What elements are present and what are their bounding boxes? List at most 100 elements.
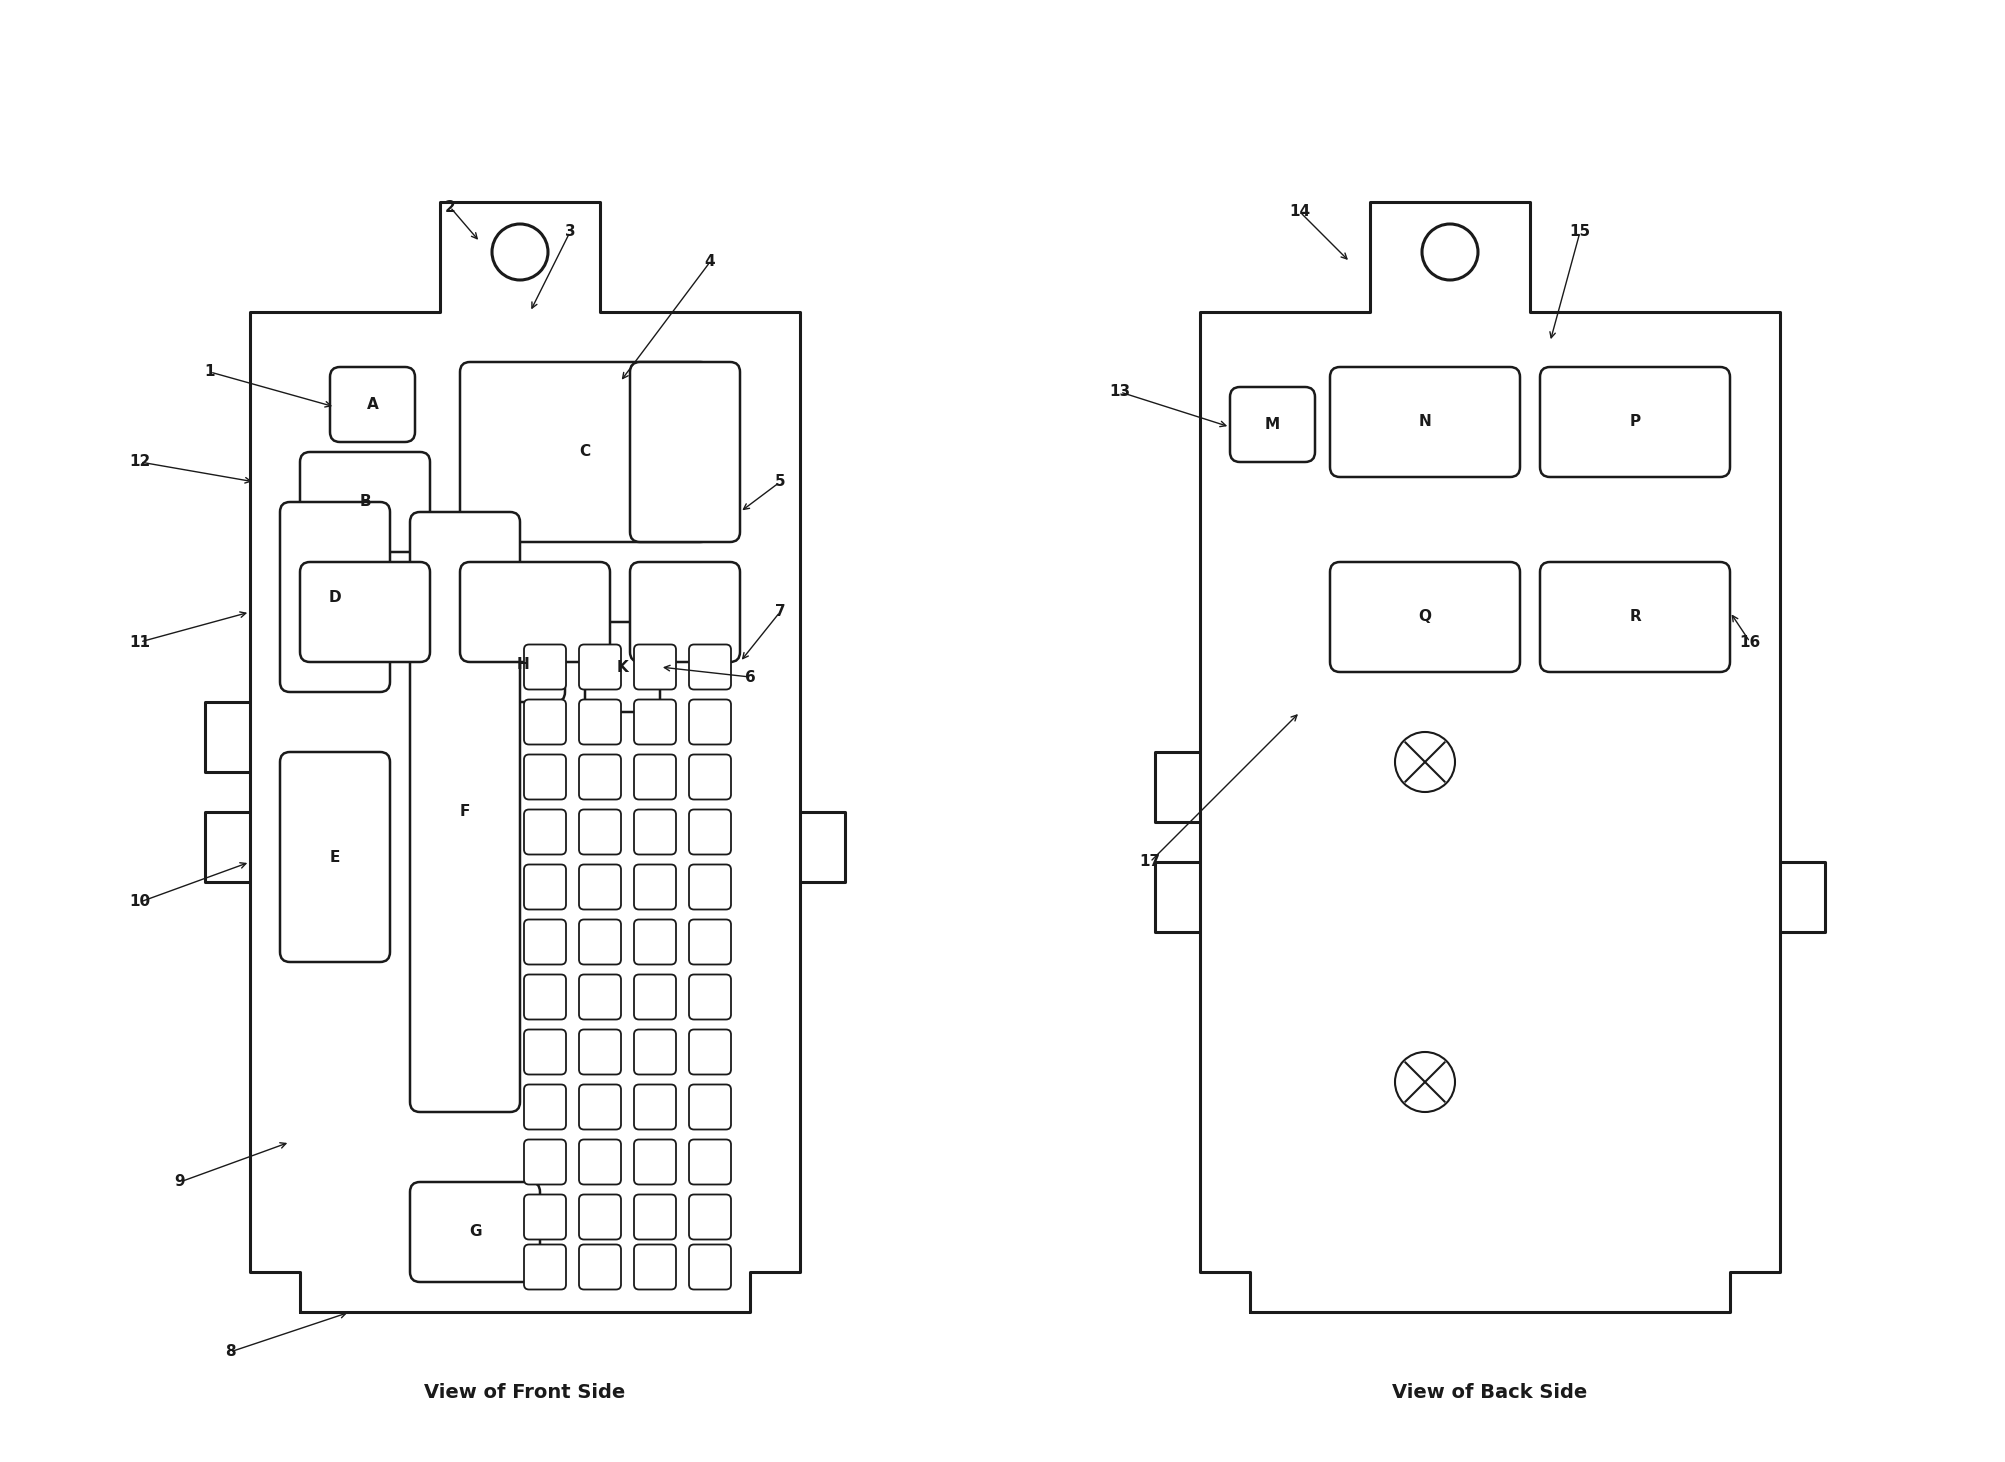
Text: 9: 9: [174, 1174, 184, 1190]
Bar: [205, 702, 251, 772]
Bar: [1155, 863, 1199, 931]
Text: 3: 3: [563, 225, 575, 240]
Text: 17: 17: [1139, 854, 1161, 870]
Text: 4: 4: [704, 254, 716, 269]
Text: 7: 7: [774, 604, 784, 620]
Text: 13: 13: [1109, 385, 1131, 399]
FancyBboxPatch shape: [1540, 561, 1728, 673]
Text: K: K: [616, 659, 628, 674]
Text: B: B: [359, 494, 371, 509]
FancyBboxPatch shape: [579, 864, 622, 909]
FancyBboxPatch shape: [579, 645, 622, 690]
FancyBboxPatch shape: [579, 699, 622, 744]
FancyBboxPatch shape: [634, 1085, 676, 1130]
FancyBboxPatch shape: [688, 1029, 730, 1075]
FancyBboxPatch shape: [634, 1194, 676, 1240]
Text: View of Back Side: View of Back Side: [1391, 1383, 1586, 1402]
Text: M: M: [1265, 417, 1279, 431]
Text: 1: 1: [205, 364, 215, 380]
FancyBboxPatch shape: [523, 810, 565, 854]
FancyBboxPatch shape: [688, 1194, 730, 1240]
Bar: [205, 811, 251, 882]
Text: Q: Q: [1418, 610, 1432, 624]
Text: 11: 11: [130, 635, 150, 649]
FancyBboxPatch shape: [688, 1139, 730, 1184]
FancyBboxPatch shape: [301, 561, 429, 662]
FancyBboxPatch shape: [634, 645, 676, 690]
FancyBboxPatch shape: [634, 975, 676, 1019]
Text: C: C: [579, 444, 589, 459]
FancyBboxPatch shape: [579, 810, 622, 854]
FancyBboxPatch shape: [523, 1244, 565, 1289]
FancyBboxPatch shape: [634, 1029, 676, 1075]
FancyBboxPatch shape: [579, 1194, 622, 1240]
FancyBboxPatch shape: [585, 621, 660, 712]
FancyBboxPatch shape: [688, 754, 730, 800]
FancyBboxPatch shape: [301, 452, 429, 553]
FancyBboxPatch shape: [523, 864, 565, 909]
Text: H: H: [515, 656, 529, 673]
FancyBboxPatch shape: [688, 699, 730, 744]
Text: 8: 8: [225, 1345, 235, 1360]
FancyBboxPatch shape: [1329, 561, 1520, 673]
Text: 16: 16: [1738, 635, 1760, 649]
FancyBboxPatch shape: [634, 1139, 676, 1184]
FancyBboxPatch shape: [479, 627, 565, 702]
Bar: [1778, 863, 1825, 931]
Text: F: F: [459, 804, 469, 820]
FancyBboxPatch shape: [1329, 367, 1520, 477]
Text: 6: 6: [744, 670, 756, 684]
FancyBboxPatch shape: [688, 920, 730, 965]
FancyBboxPatch shape: [630, 363, 740, 542]
FancyBboxPatch shape: [634, 1244, 676, 1289]
FancyBboxPatch shape: [579, 1085, 622, 1130]
Text: R: R: [1628, 610, 1640, 624]
FancyBboxPatch shape: [579, 754, 622, 800]
FancyBboxPatch shape: [523, 699, 565, 744]
Bar: [1155, 751, 1199, 822]
FancyBboxPatch shape: [523, 754, 565, 800]
Text: 14: 14: [1289, 205, 1309, 219]
FancyBboxPatch shape: [331, 367, 415, 442]
FancyBboxPatch shape: [1540, 367, 1728, 477]
FancyBboxPatch shape: [409, 512, 519, 1113]
Circle shape: [1393, 732, 1454, 792]
FancyBboxPatch shape: [523, 1029, 565, 1075]
FancyBboxPatch shape: [688, 810, 730, 854]
Text: E: E: [329, 849, 341, 864]
FancyBboxPatch shape: [688, 864, 730, 909]
FancyBboxPatch shape: [579, 975, 622, 1019]
FancyBboxPatch shape: [281, 501, 389, 692]
FancyBboxPatch shape: [634, 754, 676, 800]
FancyBboxPatch shape: [523, 1085, 565, 1130]
FancyBboxPatch shape: [579, 1244, 622, 1289]
Text: 12: 12: [128, 455, 150, 469]
Text: 15: 15: [1568, 225, 1590, 240]
Circle shape: [1422, 224, 1478, 281]
FancyBboxPatch shape: [523, 975, 565, 1019]
FancyBboxPatch shape: [630, 561, 740, 662]
Circle shape: [491, 224, 547, 281]
FancyBboxPatch shape: [409, 1181, 539, 1282]
Text: 5: 5: [774, 475, 784, 490]
FancyBboxPatch shape: [634, 864, 676, 909]
FancyBboxPatch shape: [579, 920, 622, 965]
Text: D: D: [329, 589, 341, 604]
FancyBboxPatch shape: [688, 1085, 730, 1130]
FancyBboxPatch shape: [459, 561, 610, 662]
Text: 2: 2: [445, 199, 455, 215]
FancyBboxPatch shape: [1229, 387, 1315, 462]
Text: P: P: [1628, 415, 1640, 430]
FancyBboxPatch shape: [688, 645, 730, 690]
FancyBboxPatch shape: [688, 1244, 730, 1289]
Text: A: A: [367, 398, 379, 412]
FancyBboxPatch shape: [523, 645, 565, 690]
FancyBboxPatch shape: [523, 920, 565, 965]
FancyBboxPatch shape: [634, 699, 676, 744]
FancyBboxPatch shape: [579, 1029, 622, 1075]
FancyBboxPatch shape: [281, 751, 389, 962]
Text: G: G: [469, 1225, 481, 1240]
FancyBboxPatch shape: [523, 1139, 565, 1184]
FancyBboxPatch shape: [523, 1194, 565, 1240]
Text: 10: 10: [130, 895, 150, 909]
